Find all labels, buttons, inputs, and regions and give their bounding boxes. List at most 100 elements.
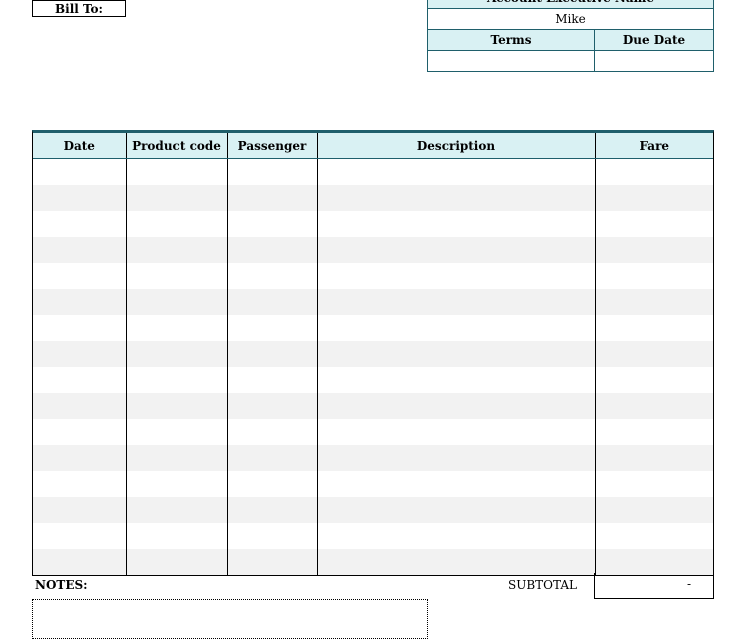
- cell-passenger[interactable]: [226, 315, 317, 341]
- cell-product-code[interactable]: [125, 497, 227, 523]
- cell-product-code[interactable]: [125, 445, 227, 471]
- cell-passenger[interactable]: [226, 419, 317, 445]
- cell-description[interactable]: [316, 211, 595, 237]
- column-header-passenger: Passenger: [226, 133, 317, 159]
- cell-product-code[interactable]: [125, 263, 227, 289]
- cell-date[interactable]: [33, 341, 126, 367]
- table-row: [33, 289, 713, 315]
- cell-date[interactable]: [33, 289, 126, 315]
- cell-fare[interactable]: [594, 211, 713, 237]
- cell-product-code[interactable]: [125, 185, 227, 211]
- cell-passenger[interactable]: [226, 393, 317, 419]
- cell-fare[interactable]: [594, 263, 713, 289]
- due-date-header: Due Date: [594, 29, 714, 51]
- cell-fare[interactable]: [594, 367, 713, 393]
- table-row: [33, 393, 713, 419]
- cell-date[interactable]: [33, 549, 126, 575]
- cell-product-code[interactable]: [125, 158, 227, 185]
- cell-description[interactable]: [316, 263, 595, 289]
- table-row: [33, 211, 713, 237]
- table-row: [33, 367, 713, 393]
- cell-description[interactable]: [316, 289, 595, 315]
- table-row: [33, 471, 713, 497]
- cell-product-code[interactable]: [125, 419, 227, 445]
- cell-fare[interactable]: [594, 471, 713, 497]
- cell-description[interactable]: [316, 419, 595, 445]
- cell-description[interactable]: [316, 445, 595, 471]
- cell-passenger[interactable]: [226, 341, 317, 367]
- cell-product-code[interactable]: [125, 523, 227, 549]
- cell-fare[interactable]: [594, 419, 713, 445]
- cell-fare[interactable]: [594, 237, 713, 263]
- cell-passenger[interactable]: [226, 367, 317, 393]
- cell-description[interactable]: [316, 158, 595, 185]
- cell-product-code[interactable]: [125, 549, 227, 575]
- cell-passenger[interactable]: [226, 471, 317, 497]
- cell-product-code[interactable]: [125, 289, 227, 315]
- cell-date[interactable]: [33, 211, 126, 237]
- cell-product-code[interactable]: [125, 237, 227, 263]
- cell-passenger[interactable]: [226, 237, 317, 263]
- account-exec-name[interactable]: Mike: [427, 8, 714, 30]
- cell-description[interactable]: [316, 367, 595, 393]
- notes-box[interactable]: [32, 599, 428, 639]
- line-items-table: Date Product code Passenger Description …: [32, 130, 714, 576]
- table-row: [33, 237, 713, 263]
- cell-passenger[interactable]: [226, 289, 317, 315]
- cell-product-code[interactable]: [125, 471, 227, 497]
- cell-passenger[interactable]: [226, 185, 317, 211]
- cell-product-code[interactable]: [125, 315, 227, 341]
- cell-description[interactable]: [316, 393, 595, 419]
- cell-date[interactable]: [33, 419, 126, 445]
- cell-date[interactable]: [33, 497, 126, 523]
- cell-passenger[interactable]: [226, 158, 317, 185]
- cell-fare[interactable]: [594, 341, 713, 367]
- cell-date[interactable]: [33, 393, 126, 419]
- cell-description[interactable]: [316, 185, 595, 211]
- cell-passenger[interactable]: [226, 211, 317, 237]
- terms-value[interactable]: [427, 50, 595, 72]
- cell-fare[interactable]: [594, 289, 713, 315]
- cell-description[interactable]: [316, 549, 595, 575]
- cell-product-code[interactable]: [125, 367, 227, 393]
- cell-date[interactable]: [33, 185, 126, 211]
- due-date-value[interactable]: [594, 50, 714, 72]
- cell-description[interactable]: [316, 237, 595, 263]
- cell-date[interactable]: [33, 471, 126, 497]
- cell-fare[interactable]: [594, 497, 713, 523]
- cell-date[interactable]: [33, 445, 126, 471]
- cell-product-code[interactable]: [125, 393, 227, 419]
- cell-description[interactable]: [316, 471, 595, 497]
- cell-fare[interactable]: [594, 523, 713, 549]
- column-header-product-code: Product code: [125, 133, 227, 159]
- cell-description[interactable]: [316, 341, 595, 367]
- cell-passenger[interactable]: [226, 497, 317, 523]
- column-header-fare: Fare: [594, 133, 713, 159]
- cell-passenger[interactable]: [226, 549, 317, 575]
- cell-description[interactable]: [316, 497, 595, 523]
- cell-passenger[interactable]: [226, 523, 317, 549]
- cell-fare[interactable]: [594, 393, 713, 419]
- cell-fare[interactable]: [594, 549, 713, 575]
- terms-header: Terms: [427, 29, 595, 51]
- cell-passenger[interactable]: [226, 263, 317, 289]
- cell-fare[interactable]: [594, 445, 713, 471]
- cell-date[interactable]: [33, 159, 126, 186]
- table-row: [33, 315, 713, 341]
- cell-date[interactable]: [33, 523, 126, 549]
- cell-date[interactable]: [33, 315, 126, 341]
- cell-fare[interactable]: [594, 158, 713, 185]
- cell-date[interactable]: [33, 237, 126, 263]
- cell-description[interactable]: [316, 523, 595, 549]
- cell-date[interactable]: [33, 263, 126, 289]
- cell-description[interactable]: [316, 315, 595, 341]
- table-row: [33, 549, 713, 575]
- cell-fare[interactable]: [594, 185, 713, 211]
- subtotal-label: SUBTOTAL: [508, 578, 577, 592]
- cell-product-code[interactable]: [125, 341, 227, 367]
- cell-fare[interactable]: [594, 315, 713, 341]
- cell-passenger[interactable]: [226, 445, 317, 471]
- table-row: [33, 419, 713, 445]
- cell-date[interactable]: [33, 367, 126, 393]
- cell-product-code[interactable]: [125, 211, 227, 237]
